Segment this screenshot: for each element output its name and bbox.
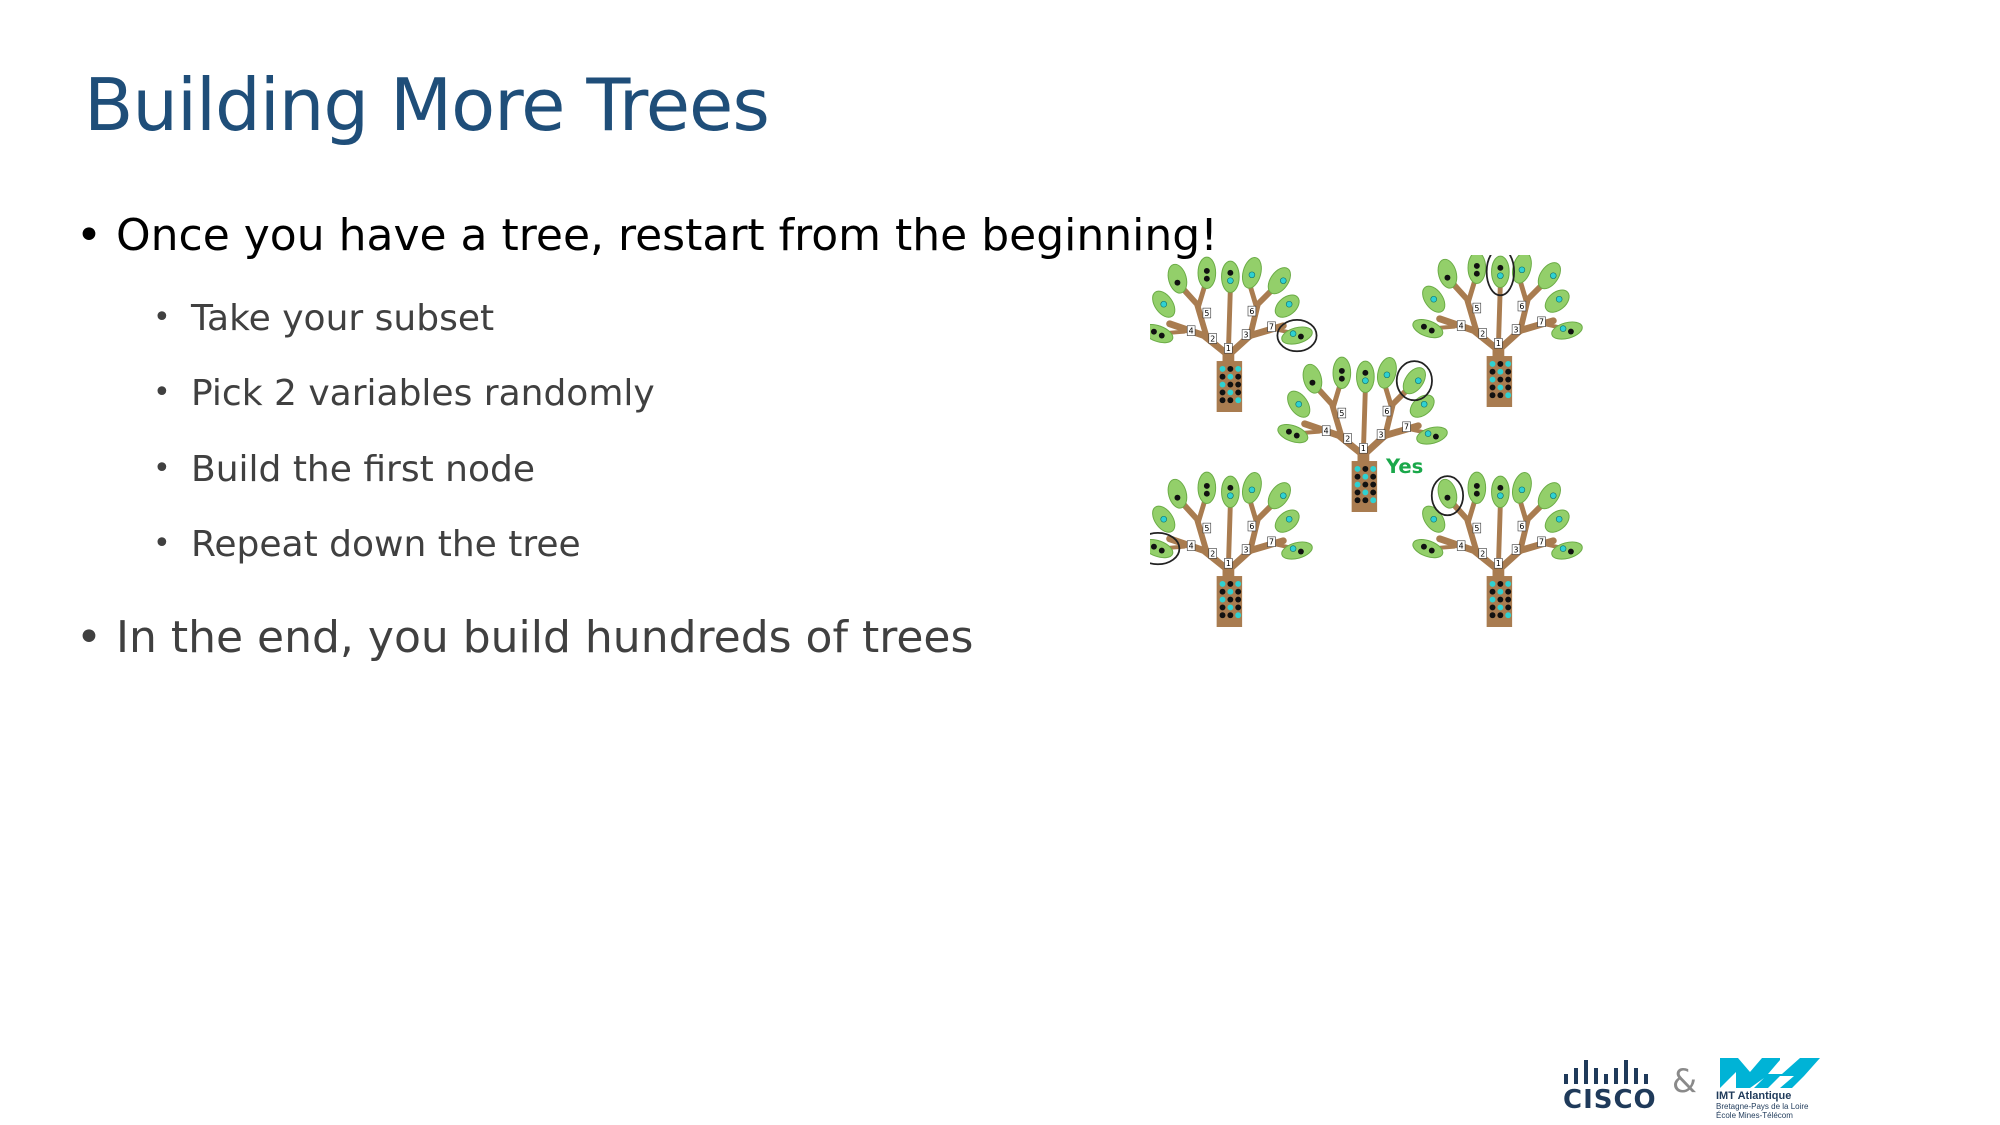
bullet-marker: •	[153, 526, 171, 561]
bullet-marker: •	[153, 300, 171, 335]
bullet-text: Pick 2 variables randomly	[191, 373, 655, 414]
footer-logos	[1564, 1058, 1820, 1088]
circle-highlight-icon	[1430, 475, 1465, 517]
circle-highlight-icon	[1276, 318, 1318, 353]
tree-icon	[1150, 255, 1317, 412]
tree-icon: Yes	[1275, 355, 1449, 512]
imt-subtitle: Bretagne-Pays de la Loire	[1716, 1102, 1809, 1111]
sub-bullet-item: • Take your subset	[153, 298, 495, 339]
bullet-marker: •	[153, 375, 171, 410]
bullet-text: In the end, you build hundreds of trees	[116, 612, 974, 663]
bullet-marker: •	[76, 210, 102, 261]
tree-icon	[1410, 255, 1584, 407]
forest-illustration: 1 2 3 4 5 6 7 Yes	[1150, 255, 1640, 650]
tree-icon	[1150, 470, 1314, 627]
imt-logo	[1720, 1058, 1820, 1088]
sub-bullet-item: • Build the first node	[153, 449, 535, 490]
circle-highlight-icon	[1150, 532, 1181, 566]
sub-bullet-item: • Repeat down the tree	[153, 524, 581, 565]
bullet-item: • In the end, you build hundreds of tree…	[76, 612, 974, 663]
imt-name: IMT Atlantique	[1716, 1090, 1792, 1102]
cisco-logo	[1564, 1060, 1648, 1084]
bullet-marker: •	[153, 451, 171, 486]
vote-label: Yes	[1385, 455, 1423, 478]
ampersand: &	[1672, 1062, 1697, 1100]
slide-title: Building More Trees	[84, 63, 770, 147]
cisco-wordmark: CISCO	[1563, 1085, 1657, 1115]
imt-wordmark: IMT Atlantique Bretagne-Pays de la Loire…	[1716, 1090, 1809, 1120]
sub-bullet-item: • Pick 2 variables randomly	[153, 373, 655, 414]
bullet-text: Once you have a tree, restart from the b…	[116, 210, 1218, 261]
bullet-item: • Once you have a tree, restart from the…	[76, 210, 1218, 261]
bullet-marker: •	[76, 612, 102, 663]
bullet-text: Build the first node	[191, 449, 535, 490]
tree-icon	[1410, 470, 1584, 627]
bullet-text: Repeat down the tree	[191, 524, 581, 565]
bullet-text: Take your subset	[191, 298, 495, 339]
circle-highlight-icon	[1485, 255, 1515, 297]
circle-highlight-icon	[1395, 360, 1433, 402]
imt-subtitle: École Mines-Télécom	[1716, 1111, 1793, 1120]
